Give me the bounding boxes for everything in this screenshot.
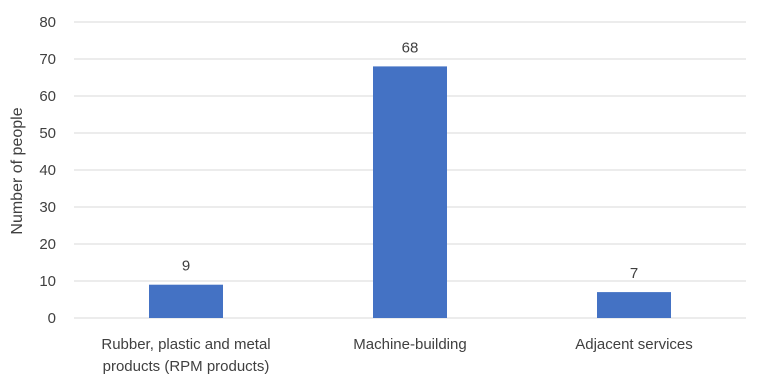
- x-axis-categories: Rubber, plastic and metal products (RPM p…: [101, 336, 692, 375]
- y-tick-label: 30: [39, 199, 56, 216]
- y-axis-ticks: 0 10 20 30 40 50 60 70 80: [39, 14, 56, 327]
- y-tick-label: 70: [39, 51, 56, 68]
- x-category-label: Rubber, plastic and metal products (RPM p…: [101, 336, 270, 375]
- y-tick-label: 60: [39, 88, 56, 105]
- y-tick-label: 50: [39, 125, 56, 142]
- x-category-label: Machine-building: [353, 336, 466, 353]
- y-tick-label: 10: [39, 273, 56, 290]
- data-labels: 9 68 7: [182, 39, 638, 282]
- bar: [597, 292, 671, 318]
- bar: [373, 66, 447, 319]
- data-label: 68: [402, 39, 419, 56]
- y-axis-title: Number of people: [9, 107, 26, 234]
- y-tick-label: 20: [39, 236, 56, 253]
- y-tick-label: 0: [48, 310, 56, 327]
- y-tick-label: 40: [39, 162, 56, 179]
- x-category-label: Adjacent services: [575, 336, 693, 353]
- y-tick-label: 80: [39, 14, 56, 31]
- data-label: 9: [182, 258, 190, 275]
- bars: [149, 66, 671, 319]
- bar: [149, 284, 223, 318]
- data-label: 7: [630, 265, 638, 282]
